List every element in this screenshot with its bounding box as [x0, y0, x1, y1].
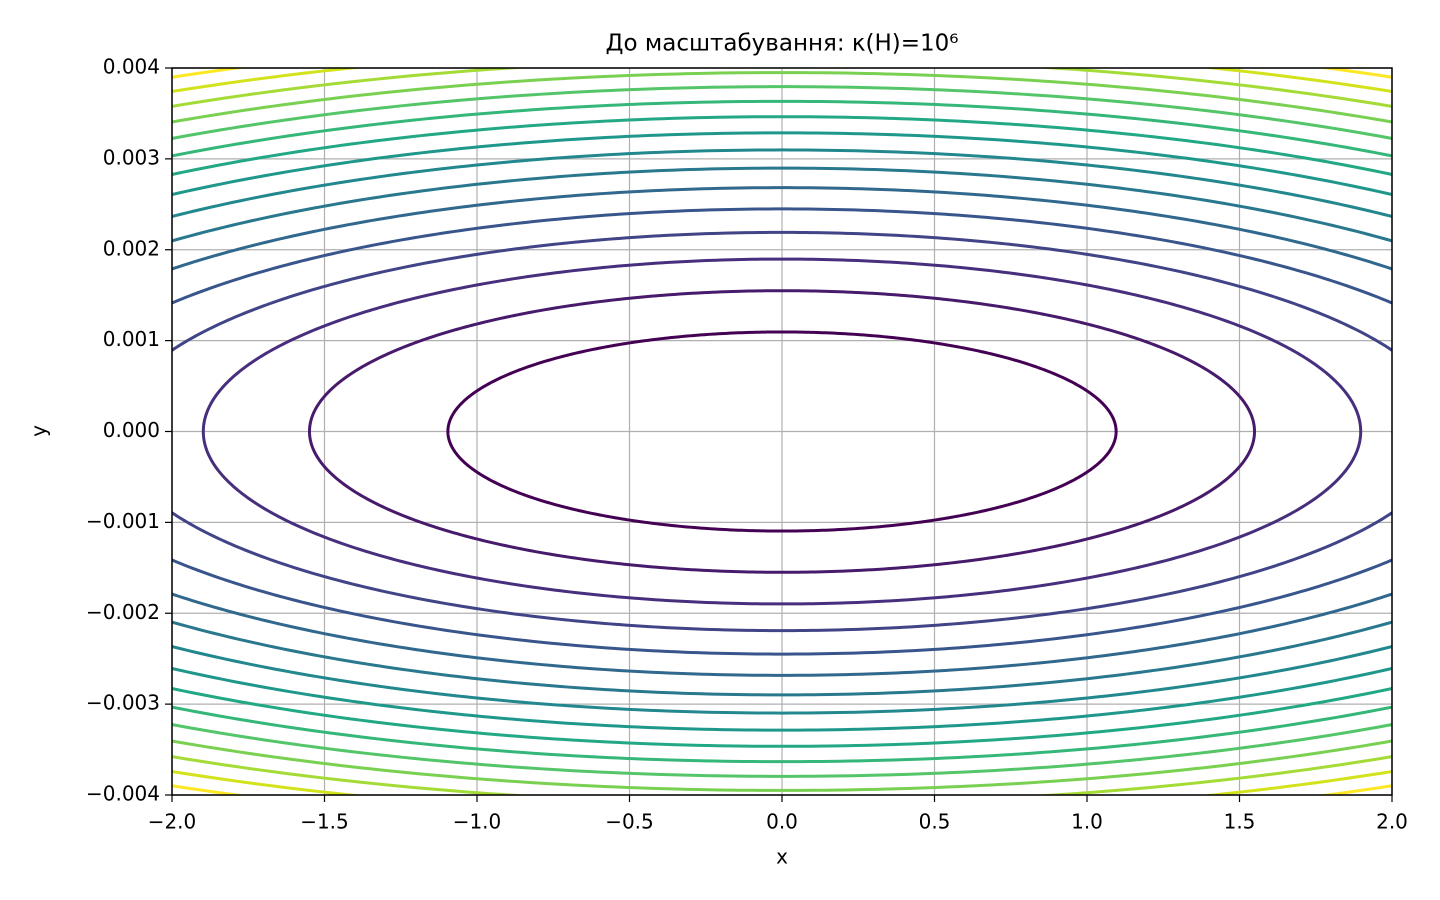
contour-line: [446, 330, 1118, 533]
y-tick-label: −0.004: [86, 782, 160, 806]
x-tick-label: −2.0: [148, 810, 197, 834]
x-tick-label: 2.0: [1376, 810, 1408, 834]
y-tick-label: 0.002: [103, 236, 160, 260]
contour-line: [307, 289, 1257, 574]
y-tick-label: 0.000: [103, 418, 160, 442]
x-tick-label: 0.5: [919, 810, 951, 834]
x-tick-label: 1.5: [1224, 810, 1256, 834]
contour-line: [172, 71, 1392, 792]
x-tick-label: −0.5: [605, 810, 654, 834]
y-tick-label: 0.003: [103, 145, 160, 169]
contour-line: [172, 207, 1392, 656]
y-tick-label: 0.004: [103, 55, 160, 79]
x-tick-label: −1.0: [453, 810, 502, 834]
contour-line: [172, 115, 1392, 748]
y-axis-label: y: [27, 425, 51, 437]
contour-line: [172, 148, 1392, 715]
x-tick-label: −1.5: [300, 810, 349, 834]
x-tick-label: 0.0: [766, 810, 798, 834]
y-tick-label: −0.003: [86, 691, 160, 715]
contour-line: [201, 257, 1363, 606]
x-tick-label: 1.0: [1071, 810, 1103, 834]
contour-line: [172, 186, 1392, 677]
y-tick-label: 0.001: [103, 327, 160, 351]
contour-line: [172, 85, 1392, 778]
x-axis-label: x: [776, 845, 788, 869]
contour-line: [172, 131, 1392, 732]
contour-line: [172, 99, 1392, 764]
contour-line: [172, 166, 1392, 697]
y-tick-label: −0.001: [86, 509, 160, 533]
contour-line: [172, 230, 1392, 633]
y-tick-label: −0.002: [86, 600, 160, 624]
chart-title: До масштабування: κ(H)=10⁶: [606, 31, 959, 57]
